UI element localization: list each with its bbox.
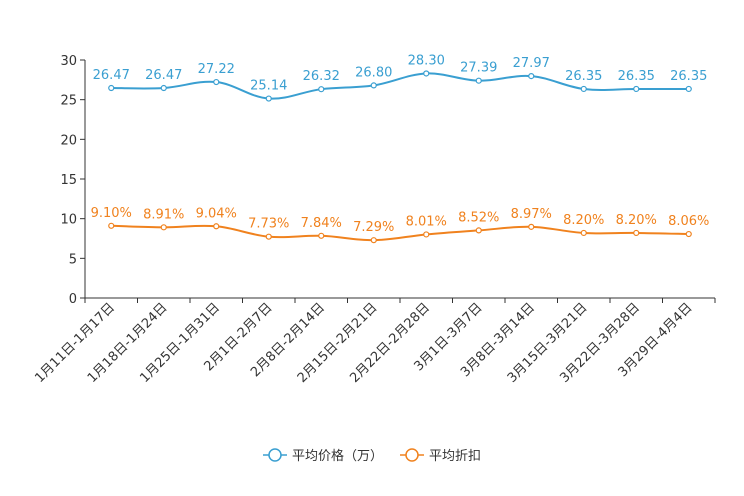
data-point [475, 77, 482, 84]
data-point [160, 84, 167, 92]
data-point [423, 70, 430, 77]
data-point [423, 231, 430, 238]
y-tick-label: 30 [60, 54, 77, 69]
legend-item-avg-price[interactable]: 平均价格（万） [263, 448, 383, 464]
data-point [213, 223, 220, 230]
data-point [528, 73, 535, 80]
data-label: 26.32 [303, 69, 340, 84]
data-label: 7.29% [353, 220, 394, 235]
data-point [318, 86, 325, 93]
series-line [111, 224, 689, 242]
data-label: 9.04% [196, 206, 237, 221]
legend-circle-icon [405, 448, 419, 462]
data-label: 27.22 [198, 62, 235, 77]
data-point [475, 227, 482, 234]
y-tick-label: 5 [69, 252, 77, 267]
data-point [265, 95, 272, 102]
legend-label: 平均折扣 [429, 449, 481, 464]
data-point [580, 85, 587, 93]
data-point [160, 224, 167, 231]
data-label: 8.20% [563, 213, 604, 228]
data-label: 7.84% [301, 216, 342, 231]
legend-label: 平均价格（万） [292, 448, 383, 464]
data-label: 8.01% [406, 214, 447, 229]
data-point [318, 232, 325, 239]
y-tick-label: 15 [60, 173, 77, 188]
data-label: 26.35 [670, 69, 707, 84]
legend[interactable]: 平均价格（万） 平均折扣 [263, 448, 481, 464]
data-label: 8.97% [511, 207, 552, 222]
y-tick-label: 25 [60, 94, 77, 109]
series-line [111, 72, 689, 100]
series-layer: 26.47 26.47 27.22 25.14 26.32 26.80 28.30 27.39… [91, 53, 709, 244]
data-label: 26.47 [93, 68, 130, 83]
legend-item-avg-discount[interactable]: 平均折扣 [400, 448, 481, 464]
data-label: 8.52% [458, 210, 499, 225]
data-label: 26.80 [355, 65, 392, 80]
data-point [213, 78, 220, 86]
data-point [685, 85, 692, 93]
data-label: 26.47 [145, 68, 182, 83]
data-label: 27.39 [460, 61, 497, 76]
data-label: 26.35 [565, 69, 602, 84]
data-label: 27.97 [513, 56, 550, 71]
data-label: 28.30 [408, 53, 445, 68]
data-point [108, 84, 115, 92]
data-point [580, 229, 587, 237]
y-tick-label: 10 [60, 213, 77, 228]
data-label: 7.73% [248, 217, 289, 232]
data-point [370, 237, 377, 244]
data-point [370, 82, 377, 89]
series-avg-discount: 9.10% 8.91% 9.04% 7.73% 7.84% 7.29% 8.01% 8.52%… [91, 206, 709, 244]
data-label: 9.10% [91, 206, 132, 221]
legend-circle-icon [268, 448, 282, 462]
data-point [265, 233, 272, 240]
data-point [528, 223, 535, 230]
data-point [685, 230, 692, 238]
data-label: 8.20% [616, 213, 657, 228]
y-tick-label: 0 [69, 292, 77, 307]
data-label: 26.35 [618, 69, 655, 84]
data-label: 8.06% [668, 214, 709, 229]
data-point [108, 222, 115, 229]
data-label: 25.14 [250, 79, 287, 94]
data-point [633, 229, 640, 237]
data-point [633, 85, 640, 93]
series-avg-price: 26.47 26.47 27.22 25.14 26.32 26.80 28.30 27.39… [93, 53, 707, 102]
data-label: 8.91% [143, 207, 184, 222]
y-tick-label: 20 [60, 133, 77, 148]
